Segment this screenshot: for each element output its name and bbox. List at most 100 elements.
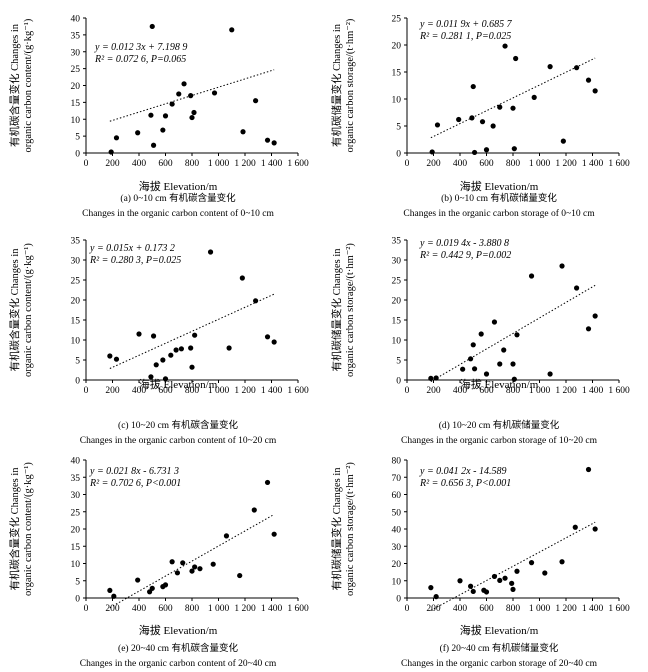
panel-a-x-tick-label: 1 000	[208, 159, 230, 169]
panel-b-data-point	[434, 122, 441, 128]
panel-b-data-point	[574, 65, 580, 71]
panel-d-data-point	[514, 332, 520, 338]
panel-e-data-point	[264, 479, 271, 486]
panel-c-y-tick-label: 5	[75, 357, 80, 367]
panel-b-x-tick-label: 200	[426, 159, 441, 169]
panel-e-r2-label: R² = 0.702 6, P<0.001	[89, 478, 181, 489]
panel-b-y-tick-label: 10	[392, 96, 402, 106]
panel-d-data-point	[478, 331, 484, 337]
panel-d-y-axis-label-line: organic carbon storage/(t·hm⁻²)	[345, 243, 356, 377]
panel-f-y-tick-label: 10	[392, 577, 402, 587]
panel-f-x-tick-label: 1 200	[555, 604, 577, 614]
panel-a-x-tick-label: 0	[84, 159, 89, 169]
panel-b-data-point	[470, 83, 476, 90]
panel-f-x-tick-label: 1 000	[529, 604, 551, 614]
panel-a-x-tick-label: 1 600	[287, 159, 309, 169]
panel-f-data-point	[592, 526, 598, 532]
panel-c-data-point	[264, 334, 271, 340]
panel-e-y-tick-label: 20	[71, 526, 81, 536]
panel-d-y-tick-label: 25	[392, 277, 402, 287]
panel-f-data-point	[428, 585, 434, 591]
panel-f-data-point	[559, 559, 565, 565]
panel-e-data-point	[271, 531, 277, 537]
panel-d-y-tick-label: 20	[392, 297, 402, 307]
panel-c-y-tick-label: 10	[71, 337, 81, 347]
panel-a-data-point	[148, 112, 154, 118]
panel-a-data-point	[162, 113, 169, 119]
panel-e-data-point	[169, 559, 175, 565]
panel-b-r2-label: R² = 0.281 1, P=0.025	[419, 31, 511, 42]
panel-f-data-point	[483, 589, 490, 595]
panel-d-trend-line	[430, 284, 596, 382]
panel-d-data-point	[497, 361, 503, 367]
panel-d-data-point	[491, 319, 498, 325]
panel-e-caption-cn: (e) 20~40 cm 有机碳含量变化	[118, 642, 238, 654]
panel-c-caption-cn: (c) 10~20 cm 有机碳含量变化	[118, 419, 238, 431]
panel-d-y-tick-label: 5	[396, 357, 401, 367]
panel-c-data-point	[271, 339, 277, 345]
panel-c-x-tick-label: 800	[185, 386, 200, 396]
panel-a-x-tick-label: 1 200	[234, 159, 256, 169]
panel-d-x-tick-label: 400	[453, 386, 468, 396]
panel-a: 0 200 400 600 800 1 000 1 200 1 400 1 600 0 5 10 15 2…	[8, 15, 309, 220]
panel-d-data-point	[585, 326, 592, 332]
panel-c-x-tick-label: 0	[84, 386, 89, 396]
panel-b-data-point	[502, 43, 508, 49]
panel-b: 0 200 400 600 800 1 000 1 200 1 400 1 600 0 5 10 15 2…	[330, 15, 630, 220]
panel-a-equation: y = 0.012 3x + 7.198 9	[94, 42, 187, 53]
panel-d-caption-cn: (d) 10~20 cm 有机碳储量变化	[439, 419, 560, 431]
panel-f-x-tick-label: 800	[506, 604, 521, 614]
panel-b-data-point	[510, 105, 516, 111]
panel-f-y-tick-label: 40	[392, 526, 402, 536]
panel-d-y-axis-label-line: 有机碳储量变化 Changes in	[330, 248, 343, 372]
panel-f-data-point	[468, 583, 474, 589]
panel-d-x-tick-label: 0	[405, 386, 410, 396]
panel-b-x-tick-label: 0	[405, 159, 410, 169]
panel-a-r2-label: R² = 0.072 6, P=0.065	[94, 54, 186, 65]
panel-e-y-axis-label-line: organic carbon content/(g·kg⁻¹)	[23, 462, 34, 596]
panel-b-data-point	[511, 146, 517, 152]
panel-c-data-point	[168, 352, 174, 358]
panel-c-x-tick-label: 1 600	[287, 386, 309, 396]
panel-c-caption-en: Changes in the organic carbon content of…	[80, 435, 277, 446]
panel-b-data-point	[497, 104, 503, 110]
panel-f-data-point	[528, 560, 535, 566]
panel-d-equation: y = 0.019 4x - 3.880 8	[419, 238, 509, 249]
panel-b-data-point	[479, 119, 486, 125]
panel-d-x-axis-label: 海拔 Elevation/m	[460, 377, 539, 391]
panel-c-x-tick-label: 1 400	[261, 386, 283, 396]
panel-d-x-tick-label: 1 000	[529, 386, 551, 396]
panel-f-y-tick-label: 60	[392, 491, 402, 501]
panel-b-x-axis-label: 海拔 Elevation/m	[460, 179, 539, 193]
panel-c-data-point	[253, 298, 259, 304]
panel-b-equation: y = 0.011 9x + 0.685 7	[419, 19, 513, 30]
panel-a-y-axis-label-line: organic carbon content/(g·kg⁻¹)	[23, 18, 34, 152]
panel-c-data-point	[207, 249, 214, 255]
panel-b-data-point	[471, 149, 478, 156]
panel-f-data-point	[497, 577, 503, 584]
panel-c-y-axis-label-line: 有机碳含量变化 Changes in	[8, 248, 21, 372]
panel-f-x-tick-label: 600	[479, 604, 494, 614]
panel-a-x-tick-label: 200	[105, 159, 120, 169]
panel-d-data-point	[483, 371, 490, 377]
panel-d-data-point	[470, 342, 476, 348]
panel-e-y-tick-label: 5	[75, 577, 80, 587]
panel-c-data-point	[178, 346, 184, 352]
panel-b-data-point	[469, 115, 475, 121]
panel-c-y-tick-label: 25	[71, 277, 81, 287]
panel-b-data-point	[531, 94, 537, 100]
panel-d-x-tick-label: 200	[426, 386, 441, 396]
panel-c-x-tick-label: 200	[105, 386, 120, 396]
panel-a-y-tick-label: 35	[71, 31, 81, 41]
panel-c-x-tick-label: 400	[132, 386, 147, 396]
panel-e-y-axis-label: 有机碳含量变化 Changes in organic carbon content…	[8, 462, 34, 596]
panel-e-y-tick-label: 40	[71, 457, 81, 467]
panel-e-y-tick-label: 25	[71, 508, 81, 518]
panel-b-data-point	[483, 147, 490, 153]
panel-d-data-point	[428, 375, 434, 381]
panel-b-x-tick-label: 1 400	[582, 159, 604, 169]
panel-c-data-point	[189, 364, 195, 370]
panel-a-caption-en: Changes in the organic carbon content of…	[82, 208, 274, 219]
panel-d-y-axis-label: 有机碳储量变化 Changes in organic carbon storage…	[330, 243, 356, 377]
panel-d-data-point	[547, 371, 553, 377]
